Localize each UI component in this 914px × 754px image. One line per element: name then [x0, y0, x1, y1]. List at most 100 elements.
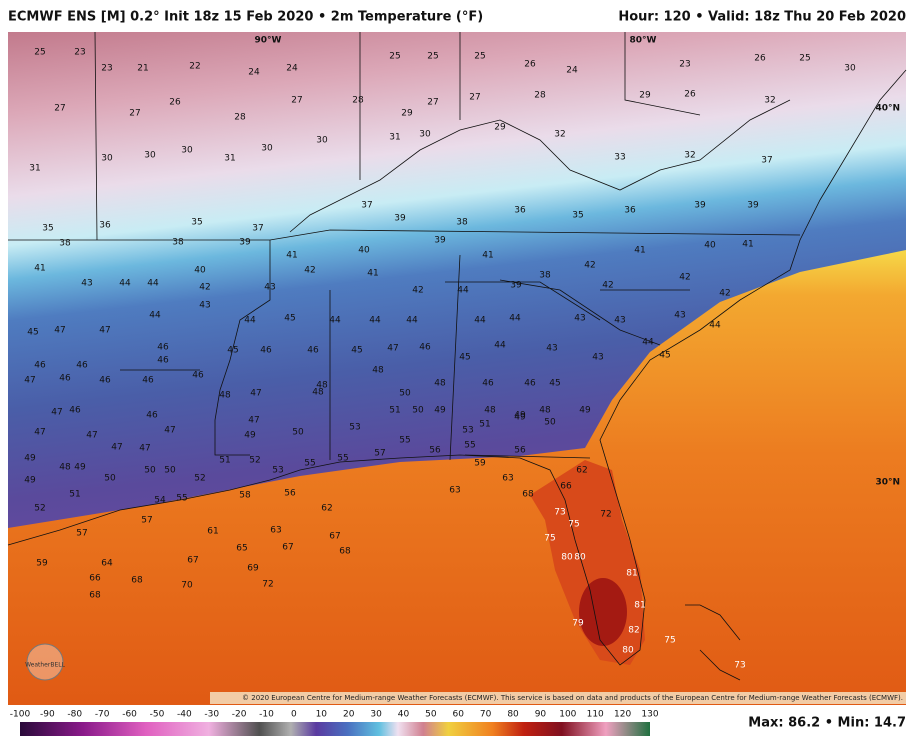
- station-value: 26: [169, 98, 181, 108]
- station-value: 39: [434, 236, 446, 246]
- scale-label: 120: [614, 710, 631, 720]
- station-value: 40: [704, 241, 716, 251]
- station-value: 46: [69, 406, 81, 416]
- station-value: 63: [270, 526, 281, 536]
- station-value: 27: [291, 96, 302, 106]
- scale-label: 110: [587, 710, 604, 720]
- grid-labels: 90°W 80°W 40°N 30°N: [255, 36, 900, 488]
- station-value: 41: [482, 251, 493, 261]
- scale-label: 100: [559, 710, 576, 720]
- station-value: 81: [634, 601, 645, 611]
- station-value: 53: [272, 466, 283, 476]
- grid-label: 80°W: [630, 36, 657, 46]
- station-value: 81: [626, 569, 637, 579]
- station-value: 40: [194, 266, 206, 276]
- station-value: 24: [248, 68, 260, 78]
- station-value: 46: [142, 376, 154, 386]
- station-value: 49: [244, 431, 256, 441]
- boundaries: [7, 31, 907, 681]
- scale-label: -60: [122, 710, 137, 720]
- station-value: 49: [514, 411, 526, 421]
- station-value: 68: [131, 576, 143, 586]
- station-value: 68: [89, 591, 101, 601]
- station-value: 51: [219, 456, 230, 466]
- station-value: 47: [34, 428, 45, 438]
- station-value: 36: [99, 221, 111, 231]
- station-value: 75: [664, 636, 675, 646]
- station-value: 67: [187, 556, 198, 566]
- florida-hot: [579, 578, 627, 646]
- station-value: 67: [329, 532, 340, 542]
- station-value: 51: [479, 420, 490, 430]
- station-value: 47: [139, 444, 150, 454]
- logo: WeatherBELL: [25, 643, 66, 681]
- station-value: 32: [684, 151, 695, 161]
- scale-label: 30: [370, 710, 382, 720]
- station-value: 41: [634, 246, 645, 256]
- station-value: 42: [584, 261, 595, 271]
- station-value: 49: [579, 406, 591, 416]
- station-value: 44: [494, 341, 506, 351]
- station-value: 61: [207, 527, 218, 537]
- station-value: 28: [352, 96, 364, 106]
- scale-label: 20: [343, 710, 355, 720]
- station-value: 42: [679, 273, 690, 283]
- station-value: 45: [659, 351, 670, 361]
- station-value: 59: [474, 459, 486, 469]
- station-value: 31: [389, 133, 400, 143]
- station-value: 30: [181, 146, 193, 156]
- credit-box: [210, 692, 906, 704]
- scale-label: -10: [259, 710, 274, 720]
- station-value: 51: [389, 406, 400, 416]
- station-value: 44: [457, 286, 469, 296]
- station-value: 42: [719, 289, 730, 299]
- station-value: 52: [249, 456, 260, 466]
- station-value: 67: [282, 543, 293, 553]
- station-value: 50: [144, 466, 156, 476]
- station-value: 44: [509, 314, 521, 324]
- station-value: 48: [539, 406, 551, 416]
- station-value: 45: [549, 379, 560, 389]
- station-value: 38: [456, 218, 468, 228]
- color-scale: [20, 722, 650, 736]
- station-value: 46: [76, 361, 88, 371]
- station-value: 82: [628, 626, 639, 636]
- station-value: 75: [544, 534, 555, 544]
- scale-label: 40: [398, 710, 410, 720]
- station-value: 53: [462, 426, 473, 436]
- station-value: 49: [24, 476, 36, 486]
- station-value: 46: [192, 371, 204, 381]
- station-value: 42: [304, 266, 315, 276]
- station-value: 45: [459, 353, 470, 363]
- station-value: 47: [51, 408, 62, 418]
- scale-label: 80: [507, 710, 519, 720]
- station-value: 45: [284, 314, 295, 324]
- station-value: 42: [412, 286, 423, 296]
- station-value: 32: [764, 96, 775, 106]
- station-value: 24: [566, 66, 578, 76]
- station-value: 42: [602, 281, 613, 291]
- station-value: 47: [164, 426, 175, 436]
- station-value: 68: [522, 490, 534, 500]
- station-value: 44: [369, 316, 381, 326]
- station-value: 55: [304, 459, 315, 469]
- station-value: 26: [524, 60, 536, 70]
- station-value: 50: [399, 389, 411, 399]
- scale-label: -20: [232, 710, 247, 720]
- station-value: 59: [36, 559, 48, 569]
- station-value: 68: [339, 547, 351, 557]
- station-value: 47: [248, 416, 259, 426]
- station-value: 39: [694, 201, 706, 211]
- station-value: 63: [449, 486, 460, 496]
- station-value: 50: [412, 406, 424, 416]
- station-value: 80: [561, 553, 573, 563]
- station-value: 43: [614, 316, 625, 326]
- station-value: 51: [69, 490, 80, 500]
- station-value: 44: [119, 279, 131, 289]
- scale-label: 90: [535, 710, 547, 720]
- station-value: 80: [574, 553, 586, 563]
- station-value: 55: [399, 436, 410, 446]
- station-value: 55: [464, 441, 475, 451]
- station-value: 46: [260, 346, 272, 356]
- station-value: 46: [307, 346, 319, 356]
